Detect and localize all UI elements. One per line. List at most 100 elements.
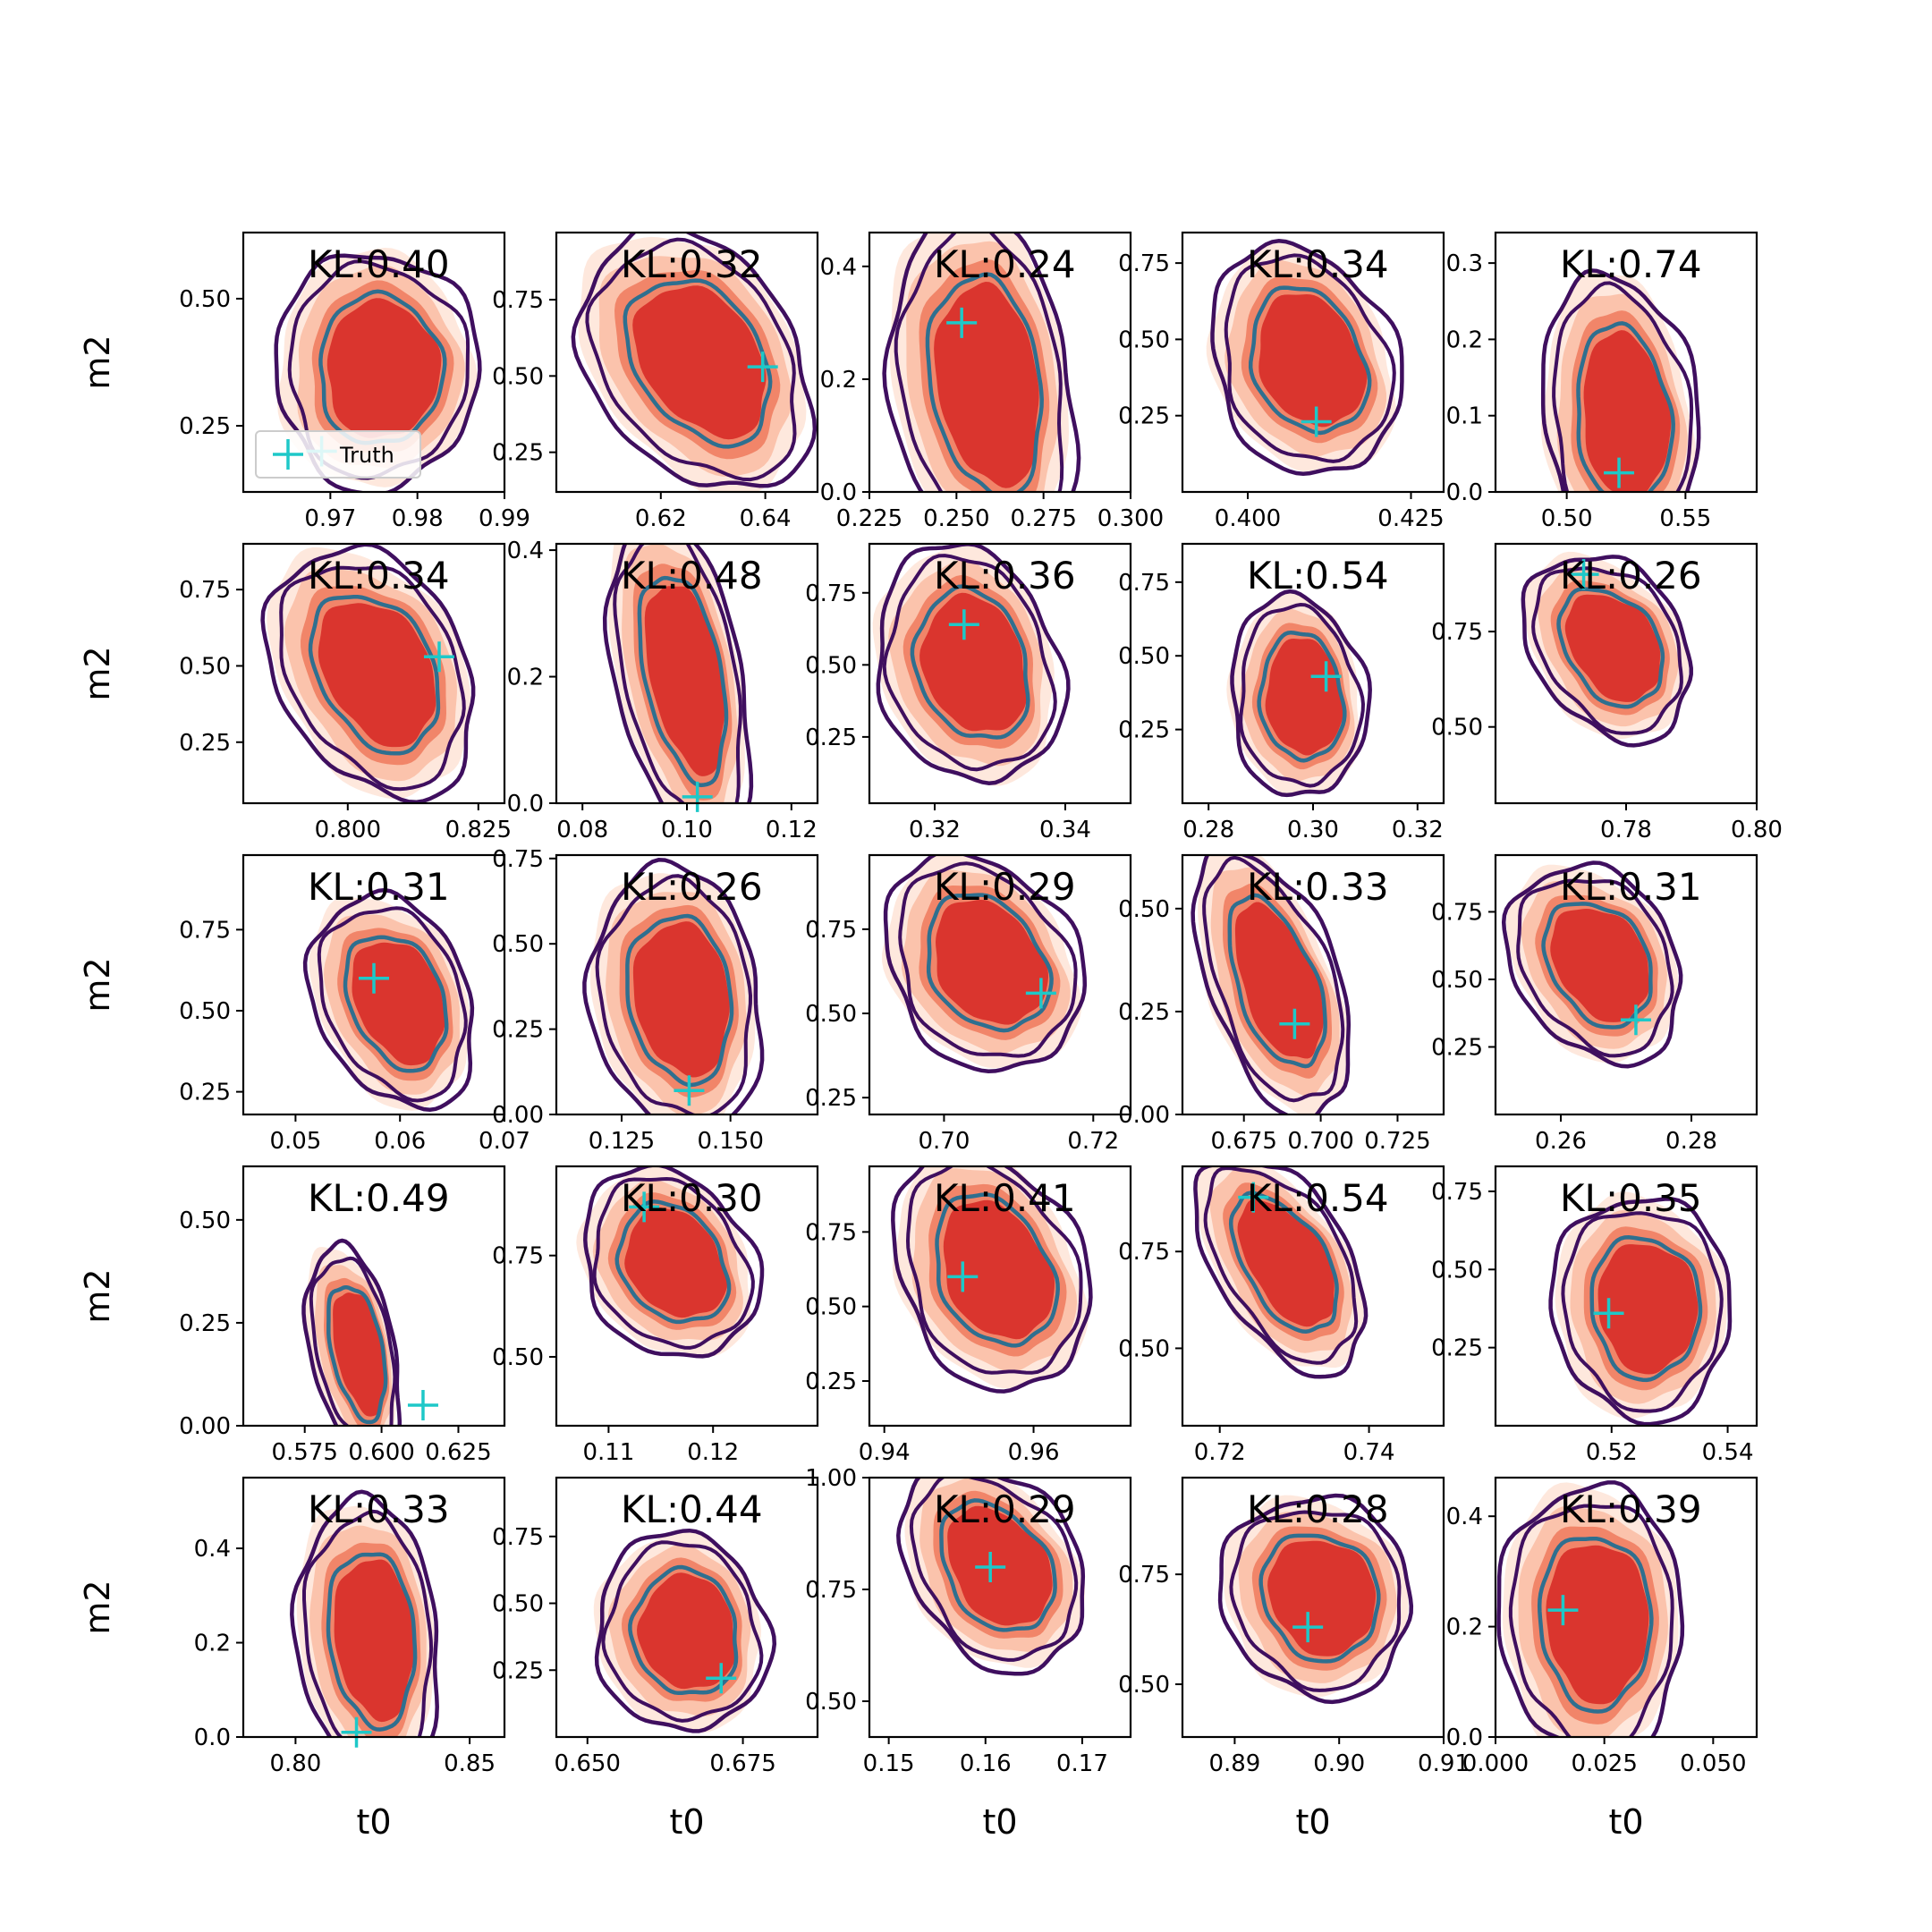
axes-frame [1494, 1476, 1758, 1739]
contour-line-mid [1239, 602, 1366, 788]
contour-line-mid [595, 874, 753, 1114]
y-tick-label: 0.75 [1431, 899, 1483, 926]
contour-line-mid [894, 233, 1064, 492]
y-tick-label: 0.25 [805, 724, 857, 751]
y-tick-label: 0.25 [179, 730, 231, 757]
density-fill-core [632, 285, 767, 440]
kl-annotation: KL:0.28 [1247, 1487, 1389, 1531]
x-tick-label: 0.05 [269, 1128, 321, 1155]
contour-line-mid [1552, 281, 1694, 492]
kl-annotation: KL:0.33 [1247, 865, 1389, 909]
x-tick-label: 0.12 [766, 817, 818, 843]
x-tick-label: 0.78 [1600, 817, 1652, 843]
x-tick-label: 0.07 [479, 1128, 530, 1155]
density-fill-core [1237, 1199, 1335, 1327]
x-tick-label: 0.15 [863, 1750, 915, 1777]
y-tick-label: 0.50 [492, 1591, 544, 1618]
y-tick-label: 0.4 [820, 254, 857, 281]
y-tick-label: 0.75 [1118, 1239, 1170, 1266]
contour-line-inner [1248, 285, 1372, 436]
contour-line-inner [623, 278, 773, 449]
y-tick-label: 0.50 [492, 931, 544, 958]
panel-3: 0.225 0.250 0.275 0.300 0.0 0.2 0.4 KL:0.24 [820, 231, 1164, 532]
density-fill-core [334, 1559, 414, 1723]
kl-annotation: KL:0.26 [621, 865, 763, 909]
contour-line-inner [910, 584, 1030, 740]
density-fill-core [326, 298, 442, 438]
y-tick-label: 0.25 [1118, 999, 1170, 1026]
y-tick-label: 0.50 [1431, 715, 1483, 741]
y-axis-label: m2 [78, 335, 117, 389]
contour-line-mid [1561, 1211, 1724, 1413]
density-contours [1191, 855, 1352, 1114]
truth-marker [947, 1261, 979, 1292]
panel-9: 0.28 0.30 0.32 0.25 0.50 0.75 KL:0.54 [1118, 542, 1445, 843]
panel-14: 0.675 0.700 0.725 0.00 0.25 0.50 KL:0.33 [1118, 853, 1445, 1155]
kl-annotation: KL:0.54 [1247, 554, 1389, 597]
x-tick-label: 0.64 [740, 505, 792, 532]
x-tick-label: 0.600 [348, 1439, 414, 1466]
y-tick-label: 0.25 [805, 1368, 857, 1395]
panel-1: 0.97 0.98 0.99 0.25 0.50 KL:0.40 m2 Truth [78, 231, 530, 532]
density-fill-core [919, 592, 1027, 732]
x-tick-label: 0.000 [1462, 1750, 1529, 1777]
y-tick-label: 0.2 [1446, 326, 1483, 353]
x-tick-label: 0.425 [1377, 505, 1444, 532]
x-tick-label: 0.70 [918, 1128, 970, 1155]
x-tick-label: 0.800 [315, 817, 381, 843]
contour-line-mid [302, 1509, 434, 1737]
density-fill-core [1564, 594, 1661, 702]
axes-frame [242, 1165, 506, 1428]
y-tick-label: 0.50 [492, 1344, 544, 1371]
contour-line-outer [1193, 1166, 1368, 1379]
y-tick-label: 0.50 [179, 286, 231, 313]
x-tick-label: 0.275 [1010, 505, 1076, 532]
axes-frame [868, 853, 1132, 1116]
legend: Truth [255, 430, 421, 479]
density-fill-core [632, 921, 730, 1078]
x-tick-label: 0.250 [923, 505, 989, 532]
truth-marker [1310, 661, 1342, 692]
x-tick-label: 0.650 [555, 1750, 621, 1777]
contour-line-inner [925, 272, 1044, 492]
x-tick-label: 0.300 [1097, 505, 1164, 532]
density-contours [571, 233, 818, 492]
x-tick-label: 0.50 [1541, 505, 1593, 532]
density-contours [1226, 589, 1372, 798]
density-contours [891, 1166, 1093, 1394]
density-contours [896, 1478, 1086, 1676]
panel-20: 0.52 0.54 0.25 0.50 0.75 KL:0.35 [1431, 1165, 1758, 1466]
truth-marker [975, 1552, 1006, 1582]
contour-line-inner [343, 935, 449, 1073]
axes-frame [1181, 231, 1445, 494]
contour-line-outer [290, 1489, 439, 1737]
axes-frame [1494, 853, 1758, 1116]
y-axis-label: m2 [78, 1268, 117, 1323]
truth-marker [629, 1191, 660, 1223]
density-fill-core [1597, 1244, 1699, 1375]
y-tick-label: 0.75 [805, 1577, 857, 1604]
x-axis-label: t0 [982, 1802, 1017, 1842]
x-tick-label: 0.28 [1182, 817, 1234, 843]
panel-7: 0.08 0.10 0.12 0.0 0.2 0.4 KL:0.48 [507, 538, 819, 843]
contour-line-mid [1224, 253, 1396, 463]
kl-annotation: KL:0.49 [308, 1176, 450, 1220]
panel-16: 0.575 0.600 0.625 0.00 0.25 0.50 KL:0.49 m2 [78, 1165, 506, 1466]
kl-annotation: KL:0.39 [1560, 1487, 1702, 1531]
x-tick-label: 0.52 [1586, 1439, 1638, 1466]
x-tick-label: 0.34 [1039, 817, 1091, 843]
density-fill-core [624, 1207, 728, 1318]
density-contours [582, 858, 765, 1114]
contour-line-inner [625, 913, 734, 1088]
y-tick-label: 0.50 [805, 1689, 857, 1716]
panel-22: 0.650 0.675 0.25 0.50 0.75 KL:0.44 t0 [492, 1476, 819, 1842]
density-fill-core [936, 900, 1048, 1025]
x-axis-label: t0 [1608, 1802, 1643, 1842]
truth-marker [946, 307, 978, 338]
panel-11: 0.05 0.06 0.07 0.25 0.50 0.75 KL:0.31 m2 [78, 853, 530, 1155]
panel-17: 0.11 0.12 0.50 0.75 KL:0.30 [492, 1165, 819, 1466]
legend-box [255, 430, 421, 479]
x-tick-label: 0.98 [392, 505, 444, 532]
density-contours [602, 544, 754, 803]
x-axis-label: t0 [669, 1802, 704, 1842]
